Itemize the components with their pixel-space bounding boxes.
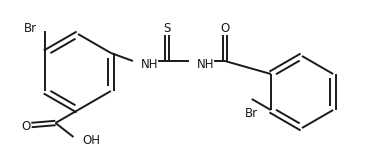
Text: Br: Br	[245, 107, 258, 120]
Text: NH: NH	[141, 58, 158, 70]
Text: OH: OH	[82, 134, 100, 148]
Text: Br: Br	[24, 21, 37, 34]
Text: O: O	[22, 119, 31, 133]
Text: NH: NH	[197, 58, 214, 70]
Text: S: S	[163, 21, 170, 34]
Text: O: O	[220, 21, 230, 34]
